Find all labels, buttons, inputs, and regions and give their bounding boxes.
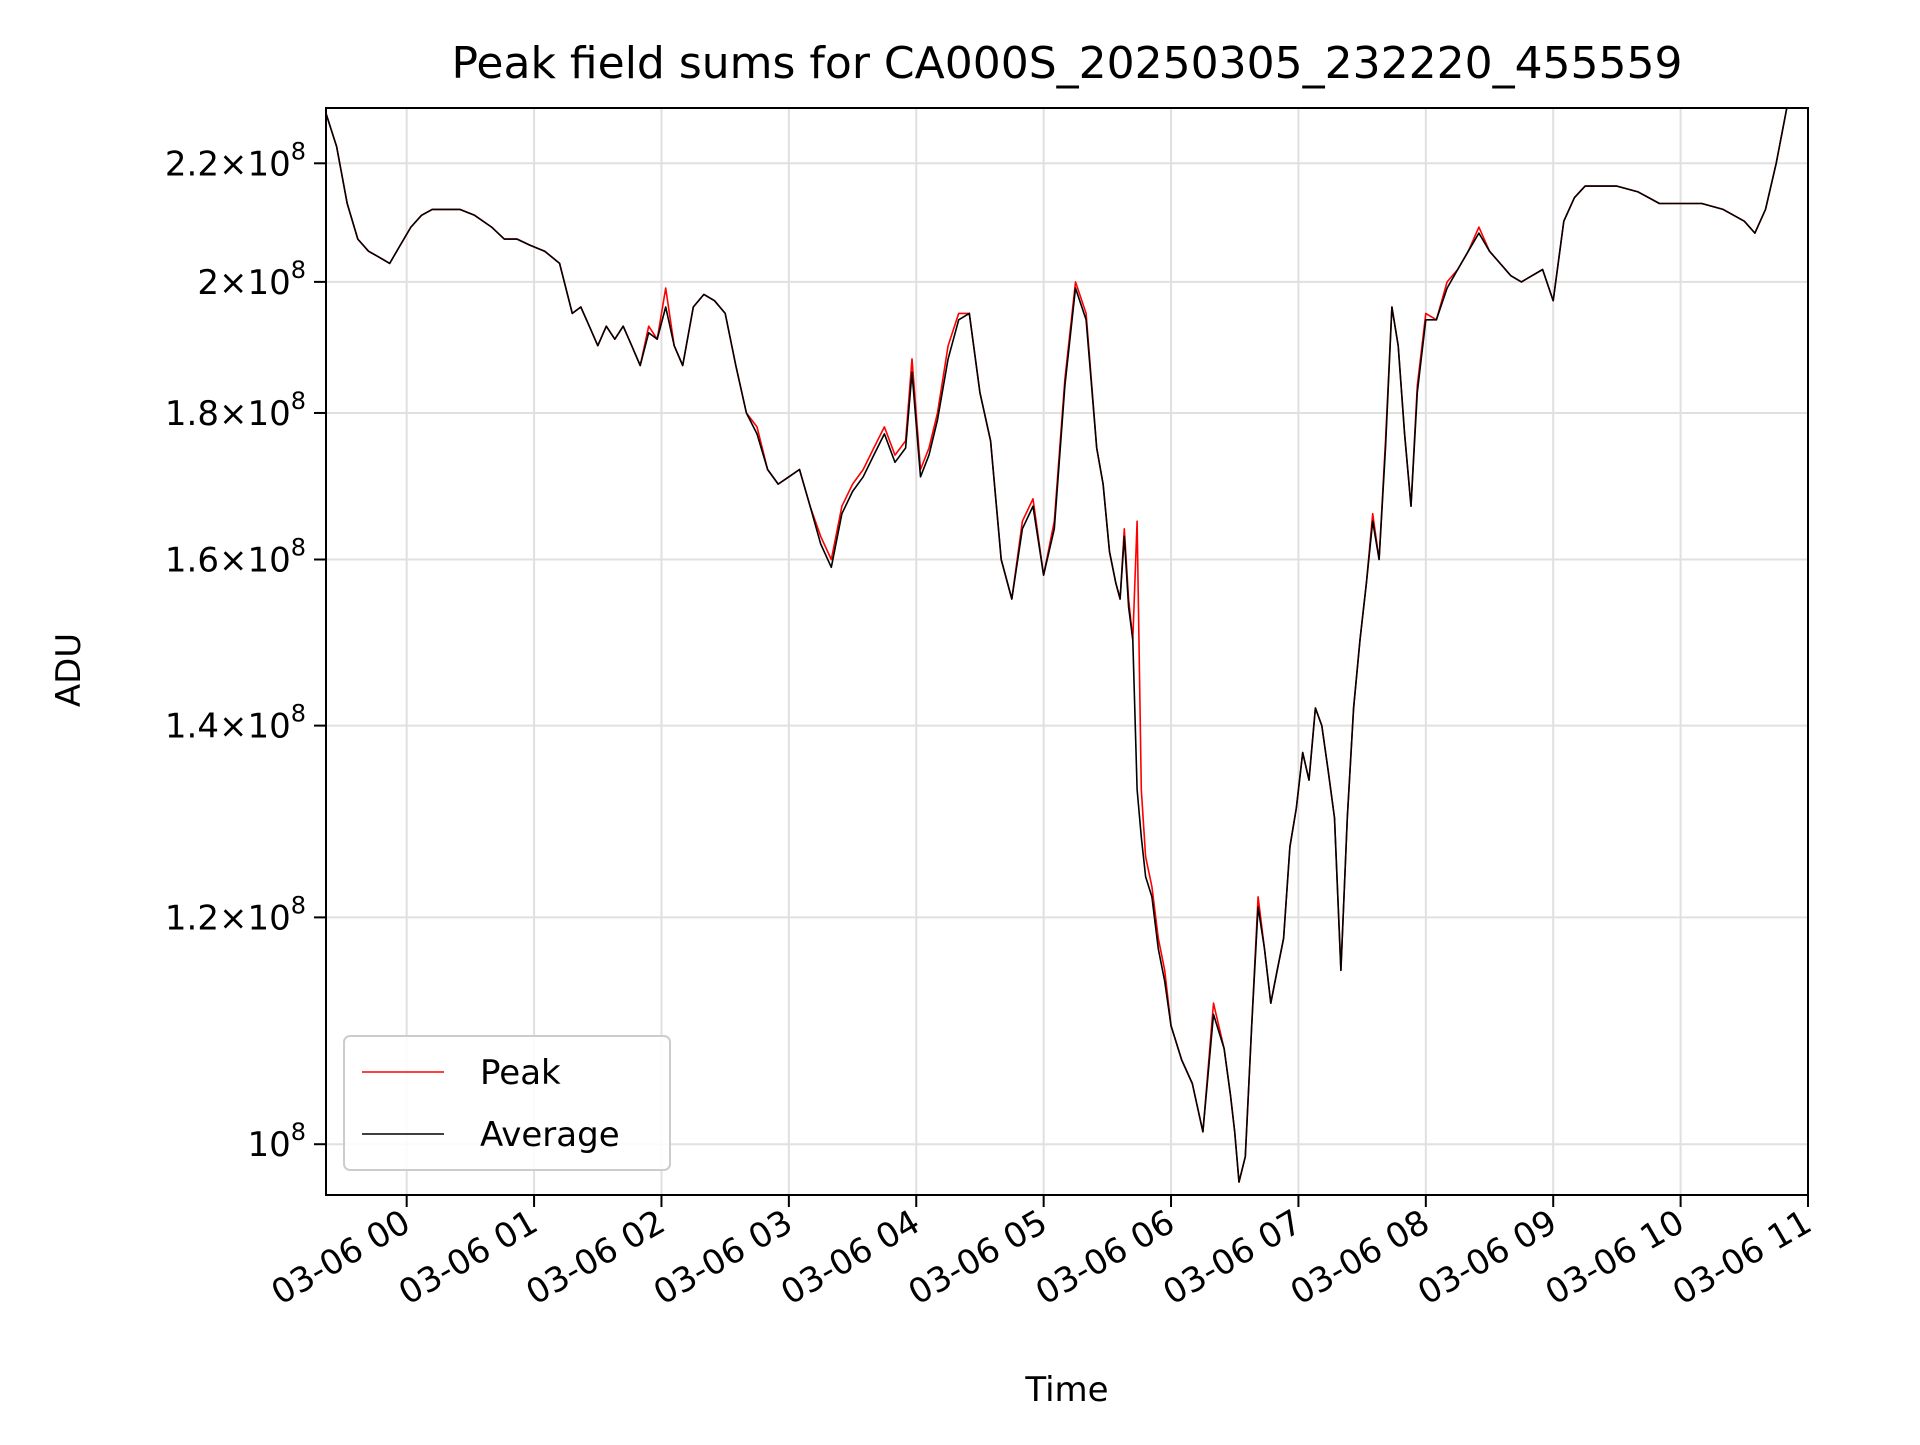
y-tick-times: × [219, 898, 248, 938]
y-tick-exponent: 8 [291, 256, 306, 284]
y-tick-exponent: 8 [291, 891, 306, 919]
y-tick-times: × [219, 540, 248, 580]
legend: Peak Average [343, 1035, 671, 1171]
grid [326, 108, 1809, 1195]
chart-title: Peak field sums for CA000S_20250305_2322… [451, 38, 1682, 89]
y-tick-times: × [219, 394, 248, 434]
plot-frame [325, 107, 1809, 1196]
x-axis-label: Time [1024, 1370, 1108, 1410]
y-tick-base: 10 [247, 898, 290, 938]
y-tick-label: 2×108 [197, 256, 306, 303]
y-tick-label: 108 [247, 1118, 306, 1165]
y-tick-exponent: 8 [291, 700, 306, 728]
y-tick-label: 1.4×108 [165, 700, 306, 747]
y-axis: 1081.2×1081.4×1081.6×1081.8×1082×1082.2×… [165, 137, 326, 1165]
y-tick-times: × [219, 144, 248, 184]
series-line-average [325, 107, 1788, 1183]
legend-box [343, 1035, 671, 1171]
y-axis-label: ADU [49, 633, 89, 707]
y-tick-mantissa: 1.6 [165, 540, 219, 580]
legend-label-average: Average [480, 1115, 620, 1155]
y-tick-label: 1.2×108 [165, 891, 306, 938]
y-tick-base: 10 [247, 707, 290, 747]
y-tick-mantissa: 1.4 [165, 707, 219, 747]
y-tick-mantissa: 1.2 [165, 898, 219, 938]
y-tick-base: 10 [247, 540, 290, 580]
y-tick-times: × [219, 707, 248, 747]
y-tick-label: 2.2×108 [165, 137, 306, 184]
y-tick-exponent: 8 [291, 1118, 306, 1146]
y-tick-mantissa: 1.8 [165, 394, 219, 434]
y-tick-base: 10 [247, 144, 290, 184]
y-tick-base: 10 [247, 394, 290, 434]
y-tick-exponent: 8 [291, 137, 306, 165]
y-tick-base: 10 [247, 263, 290, 303]
legend-label-peak: Peak [480, 1053, 561, 1093]
y-tick-mantissa: 2 [197, 263, 219, 303]
series-lines [325, 107, 1788, 1183]
y-tick-label: 1.8×108 [165, 387, 306, 434]
y-tick-mantissa: 2.2 [165, 144, 219, 184]
y-tick-base: 10 [247, 1125, 290, 1165]
y-tick-times: × [219, 263, 248, 303]
y-tick-exponent: 8 [291, 387, 306, 415]
y-tick-label: 1.6×108 [165, 533, 306, 580]
y-tick-exponent: 8 [291, 533, 306, 561]
